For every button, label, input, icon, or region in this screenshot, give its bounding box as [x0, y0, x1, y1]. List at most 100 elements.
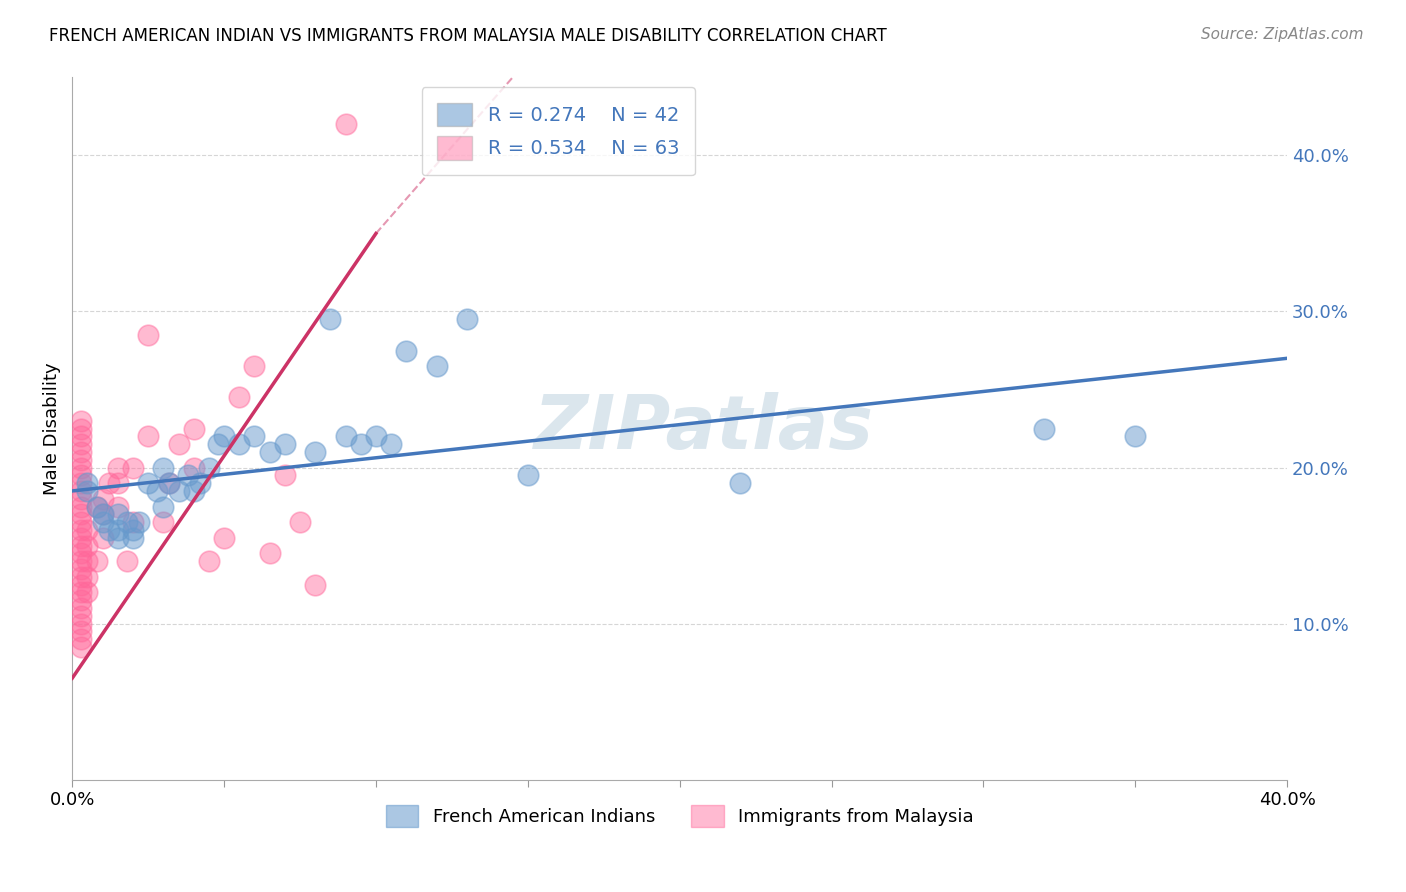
Point [70, 640, 93, 654]
Point [86, 500, 108, 514]
Point [304, 445, 326, 459]
Point [350, 437, 373, 451]
Point [115, 554, 138, 568]
Point [70, 515, 93, 529]
Point [243, 359, 266, 373]
Point [122, 523, 145, 537]
Point [274, 468, 297, 483]
Point [152, 460, 174, 475]
Point [86, 500, 108, 514]
Point [70, 632, 93, 647]
Point [70, 570, 93, 584]
Point [76, 554, 98, 568]
Text: ZIPatlas: ZIPatlas [534, 392, 875, 465]
Point [107, 531, 129, 545]
Point [91, 531, 114, 545]
Point [274, 437, 297, 451]
Point [70, 608, 93, 623]
Point [380, 437, 402, 451]
Point [122, 460, 145, 475]
Point [152, 515, 174, 529]
Point [70, 414, 93, 428]
Point [70, 421, 93, 435]
Point [115, 515, 138, 529]
Point [198, 460, 221, 475]
Point [70, 500, 93, 514]
Point [228, 437, 250, 451]
Point [91, 508, 114, 522]
Point [364, 429, 387, 443]
Point [91, 508, 114, 522]
Point [70, 531, 93, 545]
Point [70, 539, 93, 553]
Point [97, 523, 120, 537]
Point [395, 343, 418, 358]
Point [107, 523, 129, 537]
Point [70, 554, 93, 568]
Point [91, 515, 114, 529]
Point [70, 624, 93, 639]
Point [136, 327, 159, 342]
Point [152, 500, 174, 514]
Point [157, 476, 180, 491]
Point [136, 429, 159, 443]
Point [1033, 421, 1056, 435]
Point [76, 483, 98, 498]
Point [70, 523, 93, 537]
Point [243, 429, 266, 443]
Point [70, 476, 93, 491]
Point [70, 468, 93, 483]
Point [70, 585, 93, 599]
Point [319, 312, 342, 326]
Point [107, 508, 129, 522]
Point [183, 460, 205, 475]
Point [107, 500, 129, 514]
Point [146, 483, 169, 498]
Point [335, 117, 357, 131]
Text: Source: ZipAtlas.com: Source: ZipAtlas.com [1201, 27, 1364, 42]
Point [76, 476, 98, 491]
Point [188, 476, 211, 491]
Point [70, 562, 93, 576]
Point [516, 468, 538, 483]
Point [730, 476, 752, 491]
Point [70, 483, 93, 498]
Point [198, 554, 221, 568]
Point [86, 554, 108, 568]
Point [183, 483, 205, 498]
Point [97, 476, 120, 491]
Point [76, 523, 98, 537]
Point [259, 445, 281, 459]
Point [76, 570, 98, 584]
Point [183, 421, 205, 435]
Text: FRENCH AMERICAN INDIAN VS IMMIGRANTS FROM MALAYSIA MALE DISABILITY CORRELATION C: FRENCH AMERICAN INDIAN VS IMMIGRANTS FRO… [49, 27, 887, 45]
Point [70, 508, 93, 522]
Point [212, 429, 235, 443]
Point [207, 437, 229, 451]
Point [456, 312, 478, 326]
Point [70, 593, 93, 607]
Point [107, 476, 129, 491]
Point [70, 577, 93, 591]
Point [136, 476, 159, 491]
Point [335, 429, 357, 443]
Point [70, 491, 93, 506]
Point [128, 515, 150, 529]
Point [122, 515, 145, 529]
Point [76, 539, 98, 553]
Point [70, 546, 93, 560]
Point [107, 460, 129, 475]
Point [1123, 429, 1146, 443]
Point [212, 531, 235, 545]
Point [176, 468, 198, 483]
Point [228, 390, 250, 404]
Point [70, 601, 93, 615]
Point [70, 445, 93, 459]
Point [288, 515, 311, 529]
Point [426, 359, 449, 373]
Point [259, 546, 281, 560]
Point [76, 585, 98, 599]
Point [70, 460, 93, 475]
Point [167, 437, 190, 451]
Point [70, 437, 93, 451]
